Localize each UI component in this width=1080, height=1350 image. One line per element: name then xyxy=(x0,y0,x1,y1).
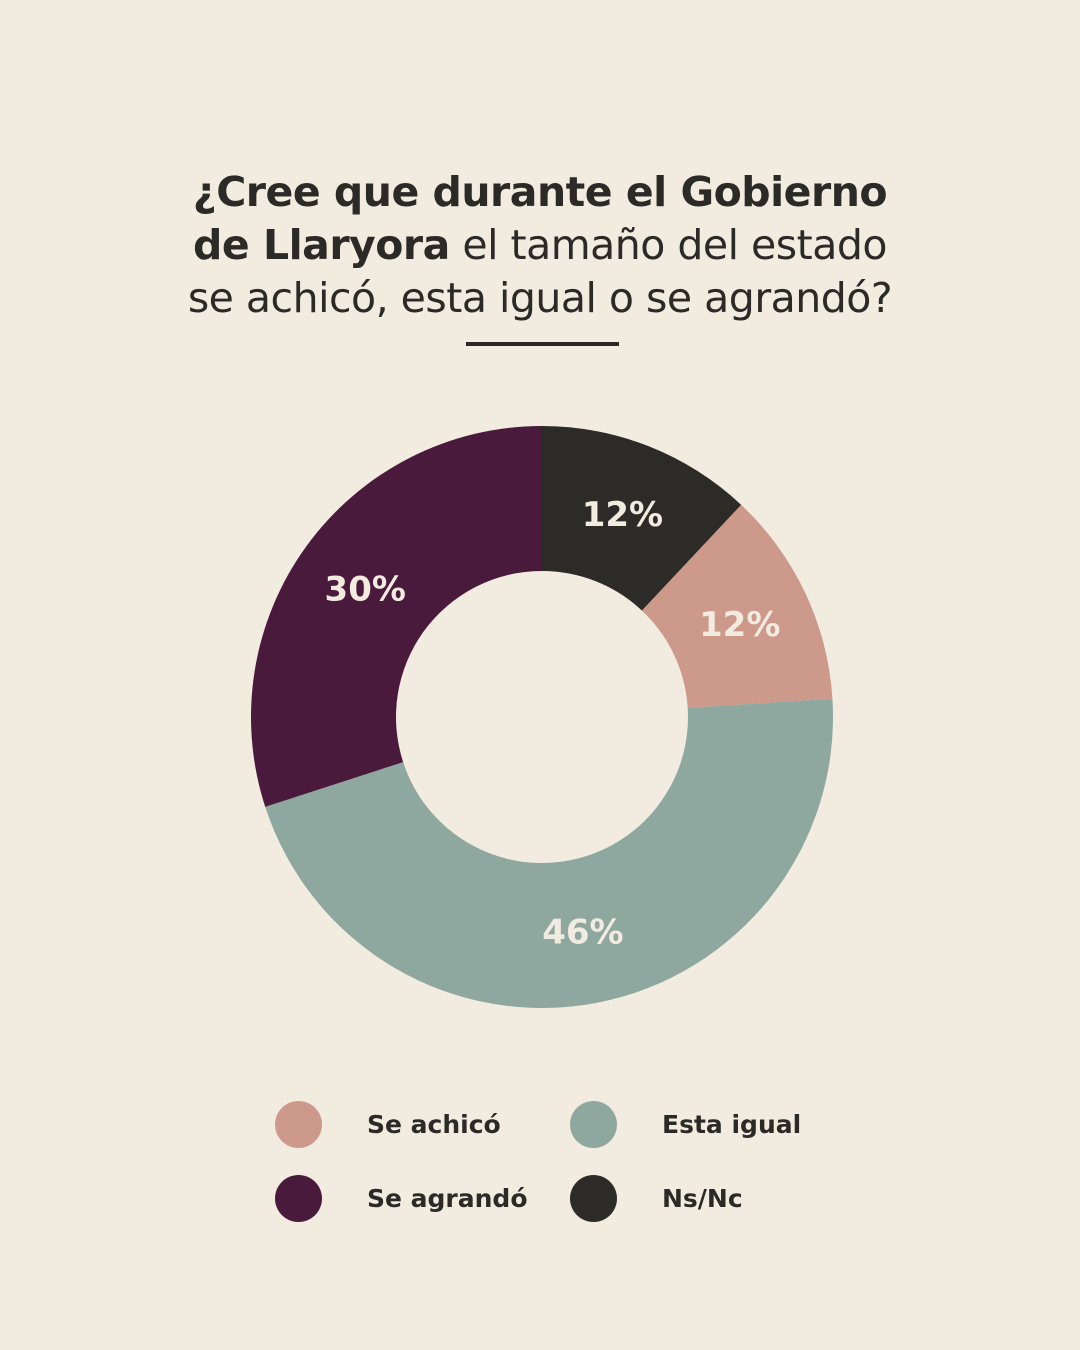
chart-title: ¿Cree que durante el Gobierno de Llaryor… xyxy=(0,166,1080,325)
legend-label: Se agrandó xyxy=(367,1183,528,1213)
legend-label: Se achicó xyxy=(367,1109,501,1139)
donut-slice-se-agrand- xyxy=(250,426,542,807)
legend-item-se-achico: Se achicó xyxy=(275,1100,570,1148)
title-divider xyxy=(466,342,619,346)
donut-slice-ns-nc xyxy=(542,426,742,611)
legend-swatch-icon xyxy=(275,1100,322,1148)
legend-item-se-agrando: Se agrandó xyxy=(275,1174,570,1222)
title-line-2-bold: de Llaryora xyxy=(193,221,450,269)
slice-value-label: 30% xyxy=(325,570,406,610)
donut-slice-esta-igual xyxy=(265,698,833,1009)
title-line-2-rest: el tamaño del estado xyxy=(449,221,887,269)
title-line-1: ¿Cree que durante el Gobierno xyxy=(192,168,888,216)
legend-label: Ns/Nc xyxy=(662,1183,743,1213)
title-line-3: se achicó, esta igual o se agrandó? xyxy=(187,274,893,322)
legend-item-esta-igual: Esta igual xyxy=(570,1100,830,1148)
legend-label: Esta igual xyxy=(662,1109,802,1139)
legend-item-ns-nc: Ns/Nc xyxy=(570,1174,830,1222)
legend-swatch-icon xyxy=(275,1174,322,1222)
slice-value-label: 12% xyxy=(582,495,663,535)
donut-slice-se-achic- xyxy=(641,504,833,708)
legend-swatch-icon xyxy=(570,1174,617,1222)
chart-legend: Se achicó Esta igual Se agrandó Ns/Nc xyxy=(275,1100,830,1222)
slice-value-label: 46% xyxy=(542,913,623,953)
legend-swatch-icon xyxy=(570,1100,617,1148)
slice-value-label: 12% xyxy=(699,605,780,645)
